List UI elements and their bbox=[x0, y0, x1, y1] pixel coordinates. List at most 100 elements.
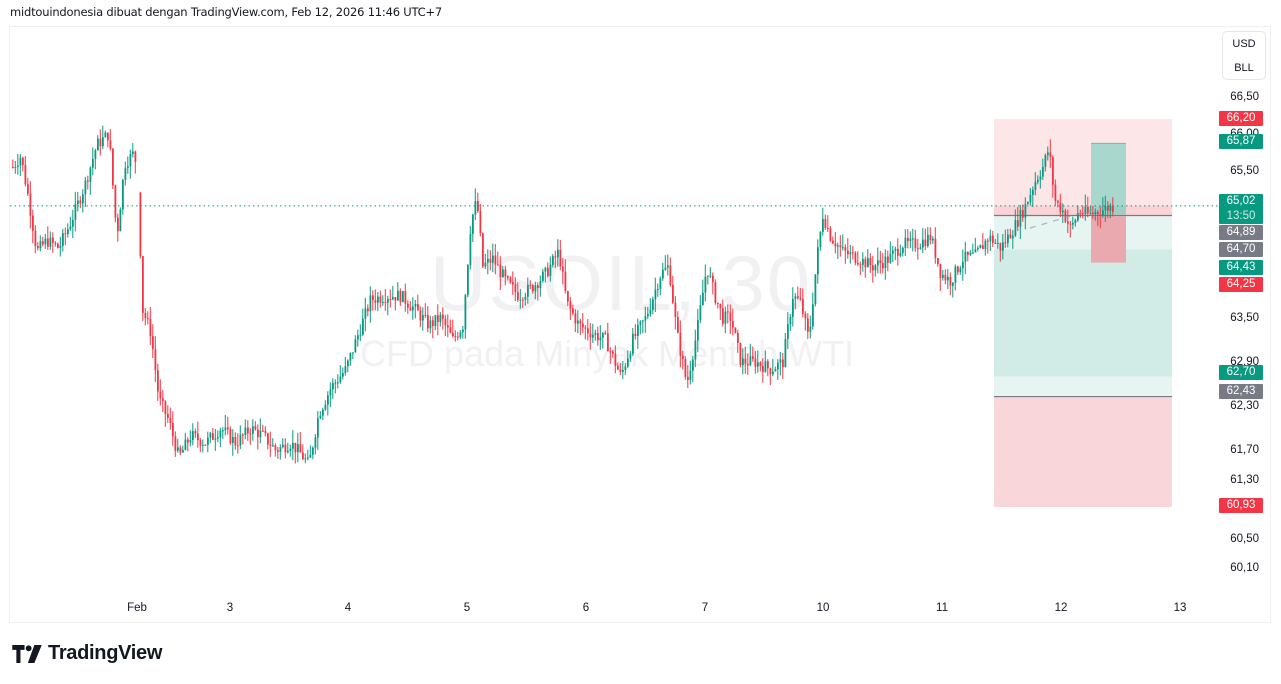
candle-body bbox=[657, 288, 659, 290]
candle-body bbox=[594, 333, 597, 335]
candle-body bbox=[734, 327, 737, 334]
candle-body bbox=[87, 180, 89, 182]
price-axis-tick: 62,30 bbox=[1230, 400, 1259, 413]
candle-body bbox=[427, 314, 429, 329]
candle-body bbox=[1074, 220, 1077, 223]
time-axis-tick: 3 bbox=[226, 602, 234, 614]
candle-body bbox=[779, 359, 782, 363]
candle-body bbox=[579, 320, 582, 324]
candle-body bbox=[854, 252, 857, 263]
chart-credit: midtouindonesia dibuat dengan TradingVie… bbox=[10, 5, 443, 19]
candle-body bbox=[604, 332, 607, 334]
candle-body bbox=[59, 245, 62, 248]
candle-body bbox=[97, 138, 99, 151]
candle-body bbox=[947, 276, 949, 281]
candle-body bbox=[1037, 179, 1039, 182]
candle-body bbox=[889, 253, 892, 263]
candle-body bbox=[659, 278, 662, 289]
candle-body bbox=[584, 327, 587, 329]
price-axis-tick: 63,50 bbox=[1230, 311, 1259, 324]
candle-body bbox=[32, 215, 34, 231]
candle-body bbox=[369, 295, 372, 312]
candle-body bbox=[434, 315, 437, 327]
candle-body bbox=[794, 296, 797, 299]
tradingview-logo[interactable]: TradingView bbox=[12, 642, 162, 665]
candle-body bbox=[44, 238, 47, 245]
candle-body bbox=[614, 353, 617, 366]
candle-body bbox=[394, 297, 397, 301]
candle-body bbox=[702, 292, 704, 306]
candle-body bbox=[707, 275, 709, 277]
candle-body bbox=[909, 238, 912, 241]
candle-body bbox=[1064, 210, 1067, 222]
price-tag-value: 65,87 bbox=[1226, 135, 1256, 147]
candle-body bbox=[977, 247, 979, 250]
candle-body bbox=[934, 238, 937, 258]
candle-body bbox=[467, 265, 469, 296]
candle-body bbox=[1054, 184, 1057, 201]
candle-body bbox=[729, 312, 732, 322]
candle-body bbox=[719, 303, 722, 309]
candle-body bbox=[1104, 206, 1107, 211]
candle-body bbox=[462, 329, 464, 333]
candle-body bbox=[272, 445, 274, 447]
price-tag: 64,89 bbox=[1219, 225, 1263, 240]
candle-body bbox=[592, 334, 594, 338]
candle-body bbox=[397, 290, 399, 301]
candle-body bbox=[997, 242, 999, 244]
candle-body bbox=[452, 332, 454, 337]
candle-body bbox=[442, 314, 444, 319]
currency-unit-button[interactable]: USD BLL bbox=[1222, 31, 1266, 80]
candle-body bbox=[949, 276, 952, 286]
candle-body bbox=[852, 252, 854, 254]
candle-body bbox=[304, 458, 307, 460]
candle-body bbox=[784, 339, 787, 368]
candle-body bbox=[522, 299, 524, 301]
candle-body bbox=[222, 430, 224, 432]
candle-body bbox=[67, 229, 69, 234]
candle-body bbox=[47, 238, 49, 247]
candle-body bbox=[69, 226, 72, 230]
price-tag-value: 64,70 bbox=[1226, 243, 1256, 255]
candle-body bbox=[687, 376, 689, 380]
candle-body bbox=[439, 314, 442, 323]
candle-body bbox=[249, 433, 252, 435]
candle-body bbox=[19, 157, 22, 166]
time-axis-tick: Feb bbox=[127, 602, 147, 614]
candle-body bbox=[1062, 210, 1064, 213]
candle-body bbox=[984, 240, 987, 249]
price-axis-tick: 60,10 bbox=[1230, 562, 1259, 575]
candle-body bbox=[317, 418, 319, 438]
candle-body bbox=[622, 369, 624, 372]
candle-body bbox=[414, 303, 417, 307]
candle-body bbox=[499, 264, 502, 278]
time-axis-tick: 5 bbox=[463, 602, 471, 614]
candle-body bbox=[204, 444, 207, 446]
candle-body bbox=[412, 306, 414, 311]
candle-body bbox=[157, 370, 159, 392]
price-tag: 64,43 bbox=[1219, 260, 1263, 275]
candle-body bbox=[479, 211, 482, 234]
candle-body bbox=[362, 318, 364, 335]
candle-body bbox=[982, 245, 984, 249]
candle-body bbox=[114, 185, 117, 218]
candle-body bbox=[507, 276, 509, 278]
candle-body bbox=[937, 257, 939, 265]
candle-body bbox=[449, 327, 452, 333]
candle-body bbox=[119, 209, 122, 232]
candle-body bbox=[229, 429, 232, 444]
candle-body bbox=[342, 373, 344, 377]
candle-body bbox=[1084, 206, 1087, 214]
candle-body bbox=[804, 313, 807, 319]
candle-body bbox=[264, 430, 267, 434]
candle-body bbox=[1089, 212, 1092, 214]
candle-body bbox=[29, 193, 32, 216]
candle-body bbox=[392, 297, 394, 300]
price-axis-tick: 65,50 bbox=[1230, 164, 1259, 177]
candle-body bbox=[549, 264, 552, 276]
unit-label: BLL bbox=[1234, 62, 1254, 74]
candle-body bbox=[349, 353, 352, 361]
candle-body bbox=[1049, 152, 1052, 158]
candle-body bbox=[874, 265, 877, 271]
